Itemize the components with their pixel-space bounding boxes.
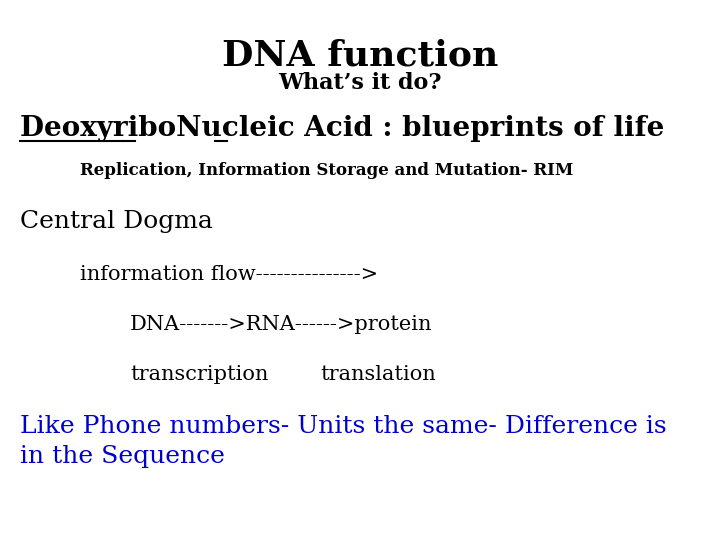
Text: DeoxyriboNucleic Acid : blueprints of life: DeoxyriboNucleic Acid : blueprints of li…: [20, 115, 665, 142]
Text: DNA------->RNA------>protein: DNA------->RNA------>protein: [130, 315, 433, 334]
Text: What’s it do?: What’s it do?: [278, 72, 442, 94]
Text: transcription: transcription: [130, 365, 269, 384]
Text: information flow--------------->: information flow--------------->: [80, 265, 378, 284]
Text: translation: translation: [320, 365, 436, 384]
Text: DNA function: DNA function: [222, 38, 498, 72]
Text: Replication, Information Storage and Mutation- RIM: Replication, Information Storage and Mut…: [80, 162, 573, 179]
Text: Like Phone numbers- Units the same- Difference is
in the Sequence: Like Phone numbers- Units the same- Diff…: [20, 415, 667, 468]
Text: Central Dogma: Central Dogma: [20, 210, 213, 233]
